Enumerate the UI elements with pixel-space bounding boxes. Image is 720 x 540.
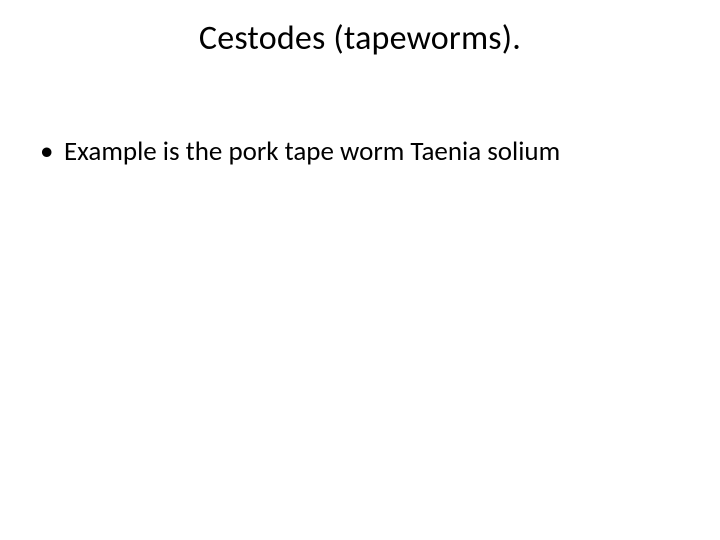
slide-title: Cestodes (tapeworms). <box>0 18 720 59</box>
slide-body: Example is the pork tape worm Taenia sol… <box>38 135 682 169</box>
slide: Cestodes (tapeworms). Example is the por… <box>0 0 720 540</box>
bullet-list: Example is the pork tape worm Taenia sol… <box>38 135 682 169</box>
list-item: Example is the pork tape worm Taenia sol… <box>38 135 682 169</box>
